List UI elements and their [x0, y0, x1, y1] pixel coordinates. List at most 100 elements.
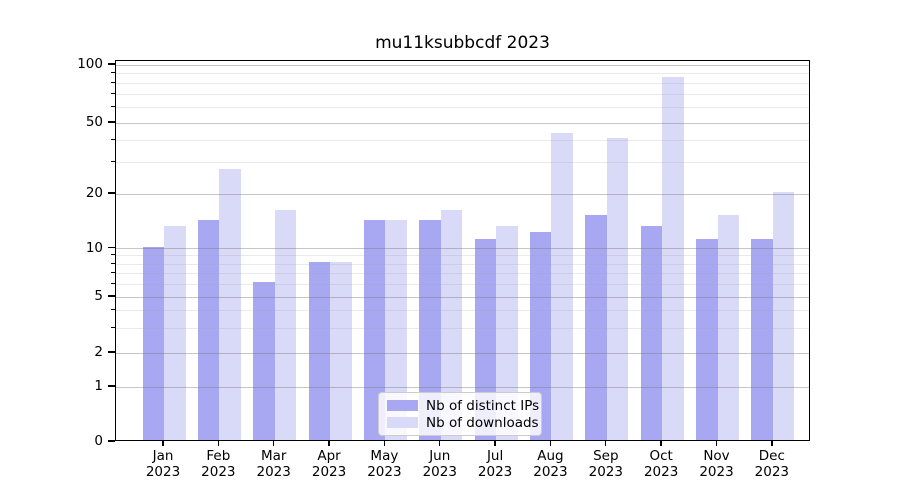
gridline-major [116, 248, 809, 249]
x-label-month: May [370, 448, 399, 464]
legend: Nb of distinct IPs Nb of downloads [378, 392, 542, 436]
gridline-major [116, 122, 809, 124]
bar-distinct-ips [751, 239, 773, 440]
y-axis-tick-label: 1 [94, 378, 103, 394]
x-axis-tick-label: Jan 2023 [135, 448, 191, 480]
x-label-month: Nov [703, 448, 730, 464]
gridline-minor [116, 255, 809, 257]
x-label-month: Jan [152, 448, 174, 464]
gridline-minor [116, 263, 809, 265]
x-label-month: Jun [429, 448, 451, 464]
y-minor-tick-mark [111, 72, 115, 74]
gridline-minor [116, 107, 809, 109]
bar-downloads [385, 220, 407, 440]
gridline-major [116, 64, 809, 66]
y-tick-mark [108, 351, 115, 353]
x-tick-mark [162, 441, 164, 446]
legend-label: Nb of downloads [426, 414, 539, 431]
x-axis-tick-label: Aug 2023 [522, 448, 578, 480]
bar-distinct-ips [474, 239, 497, 440]
gridline-minor [116, 162, 809, 164]
gridline-minor [116, 73, 809, 75]
y-tick-mark [108, 295, 115, 297]
bar-distinct-ips [585, 214, 607, 440]
x-axis-tick-label: Jul 2023 [467, 448, 523, 480]
y-minor-tick-mark [111, 262, 115, 264]
y-axis-tick-label: 5 [94, 288, 103, 304]
bar-distinct-ips [419, 220, 441, 440]
x-axis-tick-label: Mar 2023 [246, 448, 302, 480]
x-label-year: 2023 [145, 464, 181, 480]
legend-item: Nb of distinct IPs [387, 397, 539, 414]
x-label-month: Aug [537, 448, 564, 464]
x-label-year: 2023 [311, 464, 347, 480]
y-minor-tick-mark [111, 309, 115, 311]
gridline-minor [116, 272, 809, 274]
x-axis-tick-label: Oct 2023 [633, 448, 689, 480]
bar-downloads [274, 209, 297, 440]
x-tick-mark [273, 441, 275, 446]
x-label-year: 2023 [588, 464, 623, 480]
y-tick-mark [108, 385, 115, 387]
x-label-year: 2023 [367, 464, 402, 480]
x-tick-mark [494, 441, 496, 446]
y-tick-mark [108, 121, 115, 123]
y-minor-tick-mark [111, 271, 115, 273]
y-tick-mark [108, 63, 115, 65]
y-minor-tick-mark [111, 93, 115, 95]
gridline-major [116, 296, 809, 298]
x-tick-mark [439, 441, 441, 446]
bar-distinct-ips [308, 262, 331, 440]
bar-downloads [496, 225, 518, 440]
y-axis-tick-label: 10 [85, 239, 103, 256]
plot-area [115, 60, 810, 441]
bar-downloads [219, 168, 241, 440]
y-tick-mark [108, 440, 115, 442]
x-label-year: 2023 [754, 464, 790, 480]
gridline-minor [116, 283, 809, 285]
x-axis-tick-label: Dec 2023 [744, 448, 800, 480]
bar-distinct-ips [363, 220, 386, 440]
y-axis-tick-label: 0 [94, 433, 103, 449]
y-axis-tick-label: 20 [85, 185, 103, 201]
x-label-year: 2023 [256, 464, 291, 480]
y-axis-tick-label: 100 [77, 56, 103, 72]
x-axis-tick-label: Apr 2023 [301, 448, 357, 480]
gridline-major [116, 386, 809, 388]
x-tick-mark [771, 441, 773, 446]
x-label-year: 2023 [533, 464, 568, 480]
x-tick-mark [660, 441, 662, 446]
x-label-month: Dec [758, 448, 785, 464]
x-label-month: Jul [486, 448, 504, 464]
gridline-minor [116, 139, 809, 141]
bar-downloads [606, 138, 629, 440]
x-axis-tick-label: Jun 2023 [412, 448, 468, 480]
legend-swatch [387, 400, 418, 411]
x-axis-tick-label: May 2023 [356, 448, 412, 480]
y-axis-tick-label: 2 [94, 344, 103, 360]
bar-distinct-ips [640, 225, 663, 440]
bar-distinct-ips [142, 246, 164, 440]
gridline-minor [116, 327, 809, 329]
y-minor-tick-mark [111, 326, 115, 328]
y-minor-tick-mark [111, 254, 115, 256]
gridline-minor [116, 83, 809, 85]
legend-item: Nb of downloads [387, 414, 539, 431]
y-minor-tick-mark [111, 82, 115, 84]
chart-title: mu11ksubbcdf 2023 [375, 33, 550, 53]
y-tick-mark [108, 246, 115, 249]
x-tick-mark [549, 441, 552, 446]
x-tick-mark [328, 441, 330, 446]
x-label-year: 2023 [643, 464, 679, 480]
x-tick-mark [217, 441, 220, 446]
x-axis-tick-label: Nov 2023 [689, 448, 745, 480]
gridline-major [116, 352, 809, 354]
bar-downloads [551, 132, 573, 440]
x-tick-mark [605, 441, 607, 446]
bar-downloads [440, 209, 463, 440]
y-minor-tick-mark [111, 161, 115, 163]
x-axis-tick-label: Sep 2023 [578, 448, 634, 480]
bar-distinct-ips [253, 282, 275, 440]
x-tick-mark [383, 441, 386, 446]
